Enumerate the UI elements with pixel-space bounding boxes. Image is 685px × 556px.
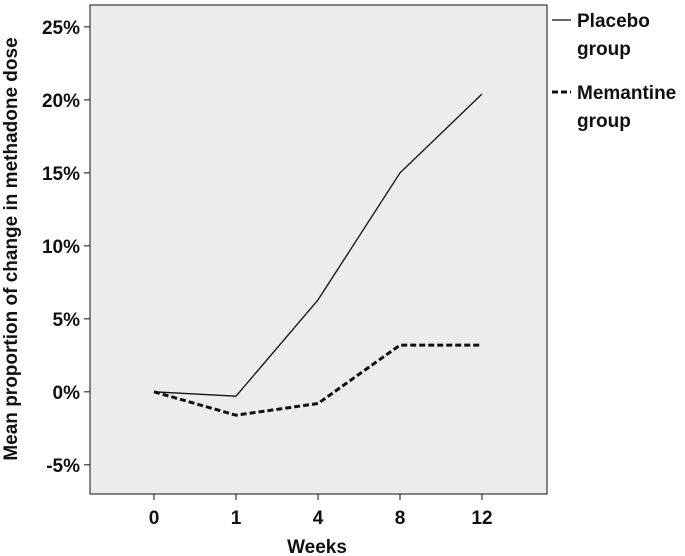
series-layer: [153, 93, 483, 417]
x-tick-label: 12: [471, 508, 492, 529]
y-axis-title: Mean proportion of change in methadone d…: [1, 37, 22, 460]
legend-label: Memantine: [577, 83, 676, 104]
x-axis-ticks: 0 1 4 8 12: [149, 494, 493, 529]
x-tick-label: 1: [231, 508, 242, 529]
y-tick-label: 25%: [42, 18, 80, 39]
memantine-group-line: [153, 343, 482, 417]
placebo-group-line: [153, 93, 483, 397]
x-tick-label: 4: [313, 508, 324, 529]
legend-label: group: [577, 111, 631, 132]
y-axis-ticks: -5% 0% 5% 10% 15% 20% 25%: [42, 18, 90, 477]
legend-label: Placebo: [577, 11, 650, 32]
y-tick-label: 15%: [42, 164, 80, 185]
legend-label: group: [577, 39, 631, 60]
y-tick-label: 0%: [53, 383, 81, 404]
legend: Placebo group Memantine group: [552, 11, 676, 132]
y-tick-label: 10%: [42, 237, 80, 258]
x-tick-label: 0: [149, 508, 160, 529]
x-axis-title: Weeks: [287, 537, 347, 556]
plot-area: [89, 4, 548, 495]
y-tick-label: -5%: [46, 456, 80, 477]
x-tick-label: 8: [395, 508, 406, 529]
y-tick-label: 20%: [42, 91, 80, 112]
y-tick-label: 5%: [53, 310, 81, 331]
